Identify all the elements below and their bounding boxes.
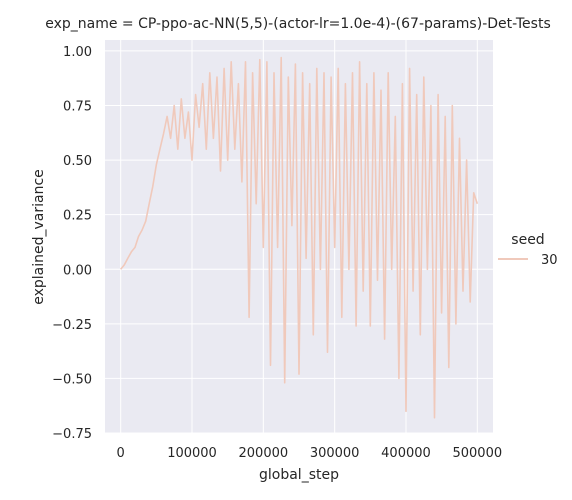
x-tick-label: 0: [117, 446, 125, 461]
legend-title: seed: [511, 232, 544, 248]
y-axis-label: explained_variance: [31, 169, 47, 305]
x-tick-label: 200000: [239, 446, 289, 461]
y-tick-label: −0.25: [52, 318, 92, 333]
x-tick-label: 100000: [167, 446, 217, 461]
x-tick-label: 400000: [381, 446, 431, 461]
chart-title: exp_name = CP-ppo-ac-NN(5,5)-(actor-lr=1…: [45, 16, 551, 32]
x-tick-labels: 0 100000 200000 300000 400000 500000: [117, 446, 503, 461]
y-tick-label: 0.25: [63, 209, 92, 224]
y-tick-label: 0.75: [63, 100, 92, 115]
y-tick-label: 1.00: [63, 45, 92, 60]
y-tick-label: −0.50: [52, 372, 92, 387]
x-tick-label: 300000: [310, 446, 360, 461]
legend-entry-30: 30: [541, 253, 558, 268]
series-layer: [120, 56, 479, 419]
y-tick-labels: −0.75 −0.50 −0.25 0.00 0.25 0.50 0.75 1.00: [52, 45, 92, 442]
y-tick-label: 0.50: [63, 154, 92, 169]
y-tick-label: 0.00: [63, 263, 92, 278]
x-axis-label: global_step: [259, 467, 339, 483]
series-line-30: [120, 56, 479, 419]
legend: seed 30: [498, 232, 558, 268]
y-tick-label: −0.75: [52, 427, 92, 442]
x-tick-label: 500000: [452, 446, 502, 461]
